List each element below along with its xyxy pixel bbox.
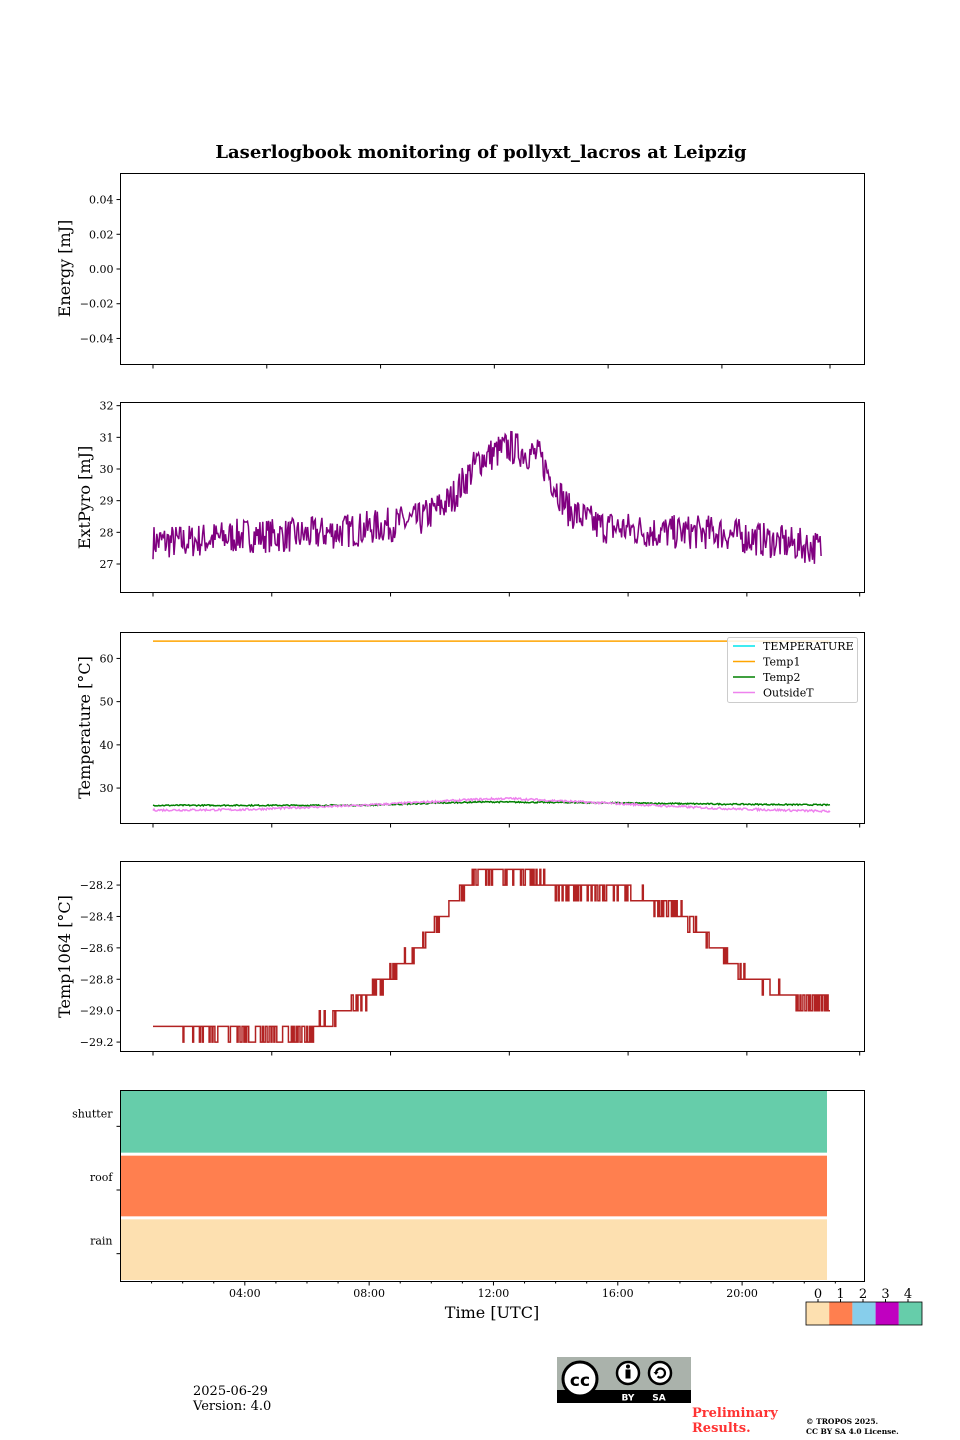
- colorbar-cell-0: [806, 1302, 830, 1325]
- footer-date-version: 2025-06-29 Version: 4.0: [193, 1384, 271, 1414]
- cc-license-badge: cc BY SA: [557, 1357, 691, 1404]
- temp1064-panel: Temp1064 [°C] −28.2 −28.4 −28.6 −28.8 −29.0 −…: [55, 861, 865, 1056]
- energy-panel: Energy [mJ] 0.04 0.02 0.00 −0.02 −0.04: [55, 173, 865, 369]
- temperature-ylabel: Temperature [°C]: [75, 656, 94, 799]
- colorbar-cell-4: [898, 1302, 922, 1325]
- temperature-panel: Temperature [°C] 60 50 40 30 TEMPERATURE Tem…: [75, 632, 865, 828]
- y-tick-label: 28: [100, 526, 114, 539]
- legend-label: TEMPERATURE: [763, 640, 854, 653]
- x-tick-label: 20:00: [726, 1287, 758, 1300]
- temperature-axes: [120, 632, 865, 824]
- copyright-line1: © TROPOS 2025.: [806, 1417, 879, 1426]
- y-tick-label: 30: [100, 782, 114, 795]
- y-tick-label: −28.6: [80, 942, 114, 955]
- status-panel: shutter roof rain 04:00 08:00 12:00 16:00 20:0…: [72, 1090, 865, 1322]
- status-row-shutter: [120, 1090, 827, 1153]
- copyright-note: © TROPOS 2025. CC BY SA 4.0 License.: [806, 1417, 899, 1437]
- colorbar-tick-label: 4: [904, 1287, 912, 1302]
- prelim-line2: Results.: [692, 1421, 751, 1436]
- row-label: roof: [90, 1171, 114, 1184]
- badge-by: BY: [622, 1394, 635, 1404]
- y-tick-label: 29: [100, 495, 114, 508]
- y-tick-label: 31: [100, 431, 114, 444]
- y-tick-label: 50: [100, 696, 114, 709]
- colorbar-cell-1: [829, 1302, 853, 1325]
- x-tick-label: 04:00: [229, 1287, 261, 1300]
- x-tick-label: 16:00: [602, 1287, 634, 1300]
- preliminary-note: Preliminary Results.: [692, 1406, 778, 1436]
- colorbar-cell-3: [875, 1302, 899, 1325]
- colorbar-tick-label: 0: [814, 1287, 822, 1302]
- x-tick-label: 08:00: [353, 1287, 385, 1300]
- extpyro-panel: ExtPyro [mJ] 32 31 30 29 28 27: [75, 400, 865, 597]
- chart-title: Laserlogbook monitoring of pollyxt_lacro…: [215, 142, 747, 163]
- colorbar-frame: [805, 1301, 923, 1326]
- y-tick-label: 0.02: [89, 228, 114, 241]
- row-label: shutter: [72, 1107, 113, 1120]
- temp1064-ylabel: Temp1064 [°C]: [55, 895, 74, 1018]
- x-tick-label: 12:00: [478, 1287, 510, 1300]
- y-tick-label: 30: [100, 463, 114, 476]
- temp1064-axes: [120, 861, 865, 1052]
- y-tick-label: −0.02: [80, 298, 114, 311]
- extpyro-axes: [120, 402, 865, 593]
- y-tick-label: −28.4: [80, 910, 114, 923]
- status-row-roof: [120, 1155, 827, 1217]
- footer-date: 2025-06-29: [193, 1384, 268, 1399]
- series-line-OutsideT: [152, 796, 831, 814]
- prelim-line1: Preliminary: [692, 1406, 778, 1421]
- extpyro-ylabel: ExtPyro [mJ]: [75, 446, 94, 549]
- legend-box: [727, 637, 858, 703]
- time-xlabel: Time [UTC]: [445, 1303, 539, 1322]
- legend-label: OutsideT: [763, 687, 814, 700]
- series-line-data: [152, 430, 822, 564]
- share-alike-icon: [647, 1360, 673, 1386]
- y-tick-label: −28.8: [80, 973, 114, 986]
- series-line-Temp2: [152, 800, 831, 808]
- badge-sa: SA: [652, 1394, 665, 1404]
- y-tick-label: 40: [100, 739, 114, 752]
- colorbar-tick-label: 1: [836, 1287, 844, 1302]
- y-tick-label: −29.0: [80, 1005, 114, 1018]
- colorbar-tick-label: 2: [859, 1287, 867, 1302]
- colorbar-cell-2: [852, 1302, 876, 1325]
- y-tick-label: 27: [100, 558, 114, 571]
- y-tick-label: −28.2: [80, 879, 114, 892]
- y-tick-label: 60: [100, 652, 114, 665]
- status-axes: [120, 1090, 865, 1282]
- y-tick-label: −0.04: [80, 332, 114, 345]
- y-tick-label: 0.00: [89, 263, 114, 276]
- status-row-rain: [120, 1219, 827, 1280]
- temperature-legend: TEMPERATURE Temp1 Temp2 OutsideT: [727, 637, 858, 703]
- footer-version: Version: 4.0: [193, 1399, 272, 1414]
- row-label: rain: [90, 1235, 112, 1248]
- cc-icon: [561, 1360, 599, 1398]
- energy-axes: [120, 173, 865, 365]
- legend-label: Temp1: [763, 656, 800, 669]
- y-tick-label: 0.04: [89, 194, 114, 207]
- series-line-data: [153, 868, 830, 1043]
- legend-label: Temp2: [763, 671, 800, 684]
- energy-ylabel: Energy [mJ]: [55, 220, 74, 318]
- colorbar-tick-label: 3: [881, 1287, 889, 1302]
- y-tick-label: 32: [100, 400, 114, 413]
- copyright-line2: CC BY SA 4.0 License.: [806, 1427, 899, 1436]
- y-tick-label: −29.2: [80, 1036, 114, 1049]
- svg-text:cc: cc: [570, 1371, 590, 1391]
